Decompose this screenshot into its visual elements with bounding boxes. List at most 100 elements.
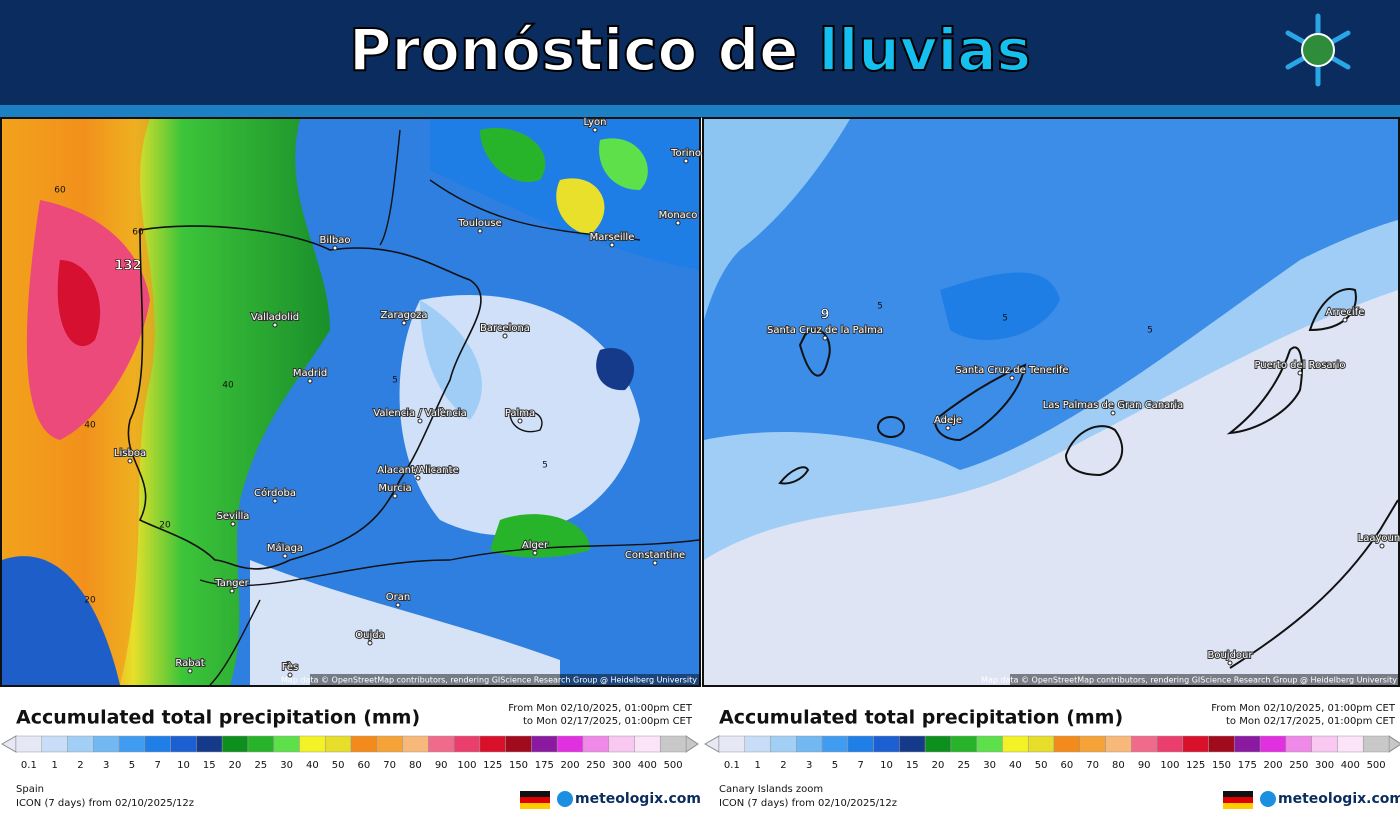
scale-cell: [505, 735, 532, 753]
scale-cell: [744, 735, 771, 753]
peak-label: 9: [820, 308, 829, 323]
city-dot: [675, 220, 681, 226]
city-dot: [229, 588, 235, 594]
scale-label: 25: [957, 760, 970, 771]
contour-label: 20: [159, 521, 171, 531]
city-label: Lisboa: [114, 448, 146, 459]
city-label: Monaco: [659, 210, 698, 221]
brand-icon: [1260, 791, 1276, 807]
scale-cell: [1208, 735, 1235, 753]
city-dot: [415, 475, 421, 481]
scale-cell: [324, 735, 352, 753]
scale-cell: [1259, 735, 1287, 753]
city-label: Valencia / València: [373, 407, 466, 419]
contour-label: 5: [542, 461, 548, 471]
scale-label: 3: [806, 760, 812, 771]
region: Canary Islands zoom: [719, 784, 823, 795]
scale-label: 50: [332, 760, 345, 771]
contour-label: 5: [1147, 326, 1153, 336]
scale-label: 100: [457, 760, 476, 771]
scale-cell: [582, 735, 609, 753]
scale-cell: [479, 735, 506, 753]
contour-label: 60: [132, 228, 144, 238]
scale-label: 0.1: [724, 760, 740, 771]
brand: meteologix.com: [575, 791, 701, 807]
contour-label: 20: [84, 596, 96, 606]
scale-cell: [144, 735, 171, 753]
scale-cell: [976, 735, 1003, 753]
scale-cell: [1053, 735, 1081, 753]
city-label: Torino: [670, 148, 701, 159]
scale-cell: [821, 735, 849, 753]
scale-cell: [196, 735, 223, 753]
scale-cell: [1182, 735, 1209, 753]
attribution-bg: [310, 674, 700, 685]
scale-cell: [247, 735, 274, 753]
city-dot: [367, 640, 373, 646]
city-label: Arrecife: [1326, 307, 1365, 318]
city-dot: [272, 498, 278, 504]
scale-label: 200: [1263, 760, 1282, 771]
header-bar: [0, 0, 1400, 105]
scale-label: 60: [1061, 760, 1074, 771]
city-label: Laayoune: [1358, 533, 1400, 544]
brand: meteologix.com: [1278, 791, 1400, 807]
city-label: Palma: [505, 408, 535, 419]
scale-label: 80: [409, 760, 422, 771]
scale-cell: [608, 735, 635, 753]
city-dot: [307, 378, 313, 384]
title: Pronóstico de lluvias: [349, 16, 1031, 84]
city-label: Barcelona: [480, 323, 530, 334]
scale-cell: [299, 735, 326, 753]
city-label: Valladolid: [251, 312, 299, 323]
scale-label: 70: [383, 760, 396, 771]
scale-label: 250: [1289, 760, 1308, 771]
city-dot: [187, 668, 193, 674]
flag-stripe: [1223, 791, 1253, 797]
scale-cell: [770, 735, 797, 753]
scale-label: 175: [1238, 760, 1257, 771]
city-dot: [1297, 370, 1303, 376]
city-label: Sevilla: [217, 511, 250, 522]
scale-label: 300: [1315, 760, 1334, 771]
city-dot: [502, 333, 508, 339]
attribution: Map data © OpenStreetMap contributors, r…: [981, 676, 1397, 685]
scale-cell: [873, 735, 900, 753]
scale-cell: [1156, 735, 1184, 753]
city-dot: [332, 245, 338, 251]
flag-stripe: [1223, 797, 1253, 803]
legend-title: Accumulated total precipitation (mm): [719, 707, 1123, 729]
scale-label: 50: [1035, 760, 1048, 771]
attribution-bg: [1010, 674, 1398, 685]
scale-cell: [376, 735, 403, 753]
flag-stripe: [1223, 803, 1253, 809]
date-to: to Mon 02/17/2025, 01:00pm CET: [523, 716, 693, 727]
scale-cell: [273, 735, 300, 753]
scale-cell: [634, 735, 661, 753]
scale-label: 90: [1138, 760, 1151, 771]
scale-label: 500: [1367, 760, 1386, 771]
city-dot: [609, 242, 615, 248]
city-dot: [822, 335, 828, 341]
city-dot: [417, 418, 423, 424]
city-dot: [683, 158, 689, 164]
city-dot: [230, 521, 236, 527]
city-dot: [395, 602, 401, 608]
scale-cell: [1362, 735, 1390, 753]
header-stripe: [0, 105, 1400, 118]
scale-cell: [1027, 735, 1055, 753]
city-label: Constantine: [625, 550, 685, 561]
title-accent: lluvias: [819, 16, 1031, 84]
contour-label: 5: [877, 302, 883, 312]
scale-label: 10: [177, 760, 190, 771]
city-label: Puerto del Rosario: [1254, 360, 1345, 371]
legend-title: Accumulated total precipitation (mm): [16, 707, 420, 729]
scale-label: 7: [858, 760, 864, 771]
city-label: Boujdour: [1207, 650, 1253, 661]
city-dot: [392, 493, 398, 499]
scale-cell: [402, 735, 429, 753]
scale-cell: [41, 735, 68, 753]
city-label: Marseille: [590, 232, 635, 243]
scale-label: 70: [1086, 760, 1099, 771]
